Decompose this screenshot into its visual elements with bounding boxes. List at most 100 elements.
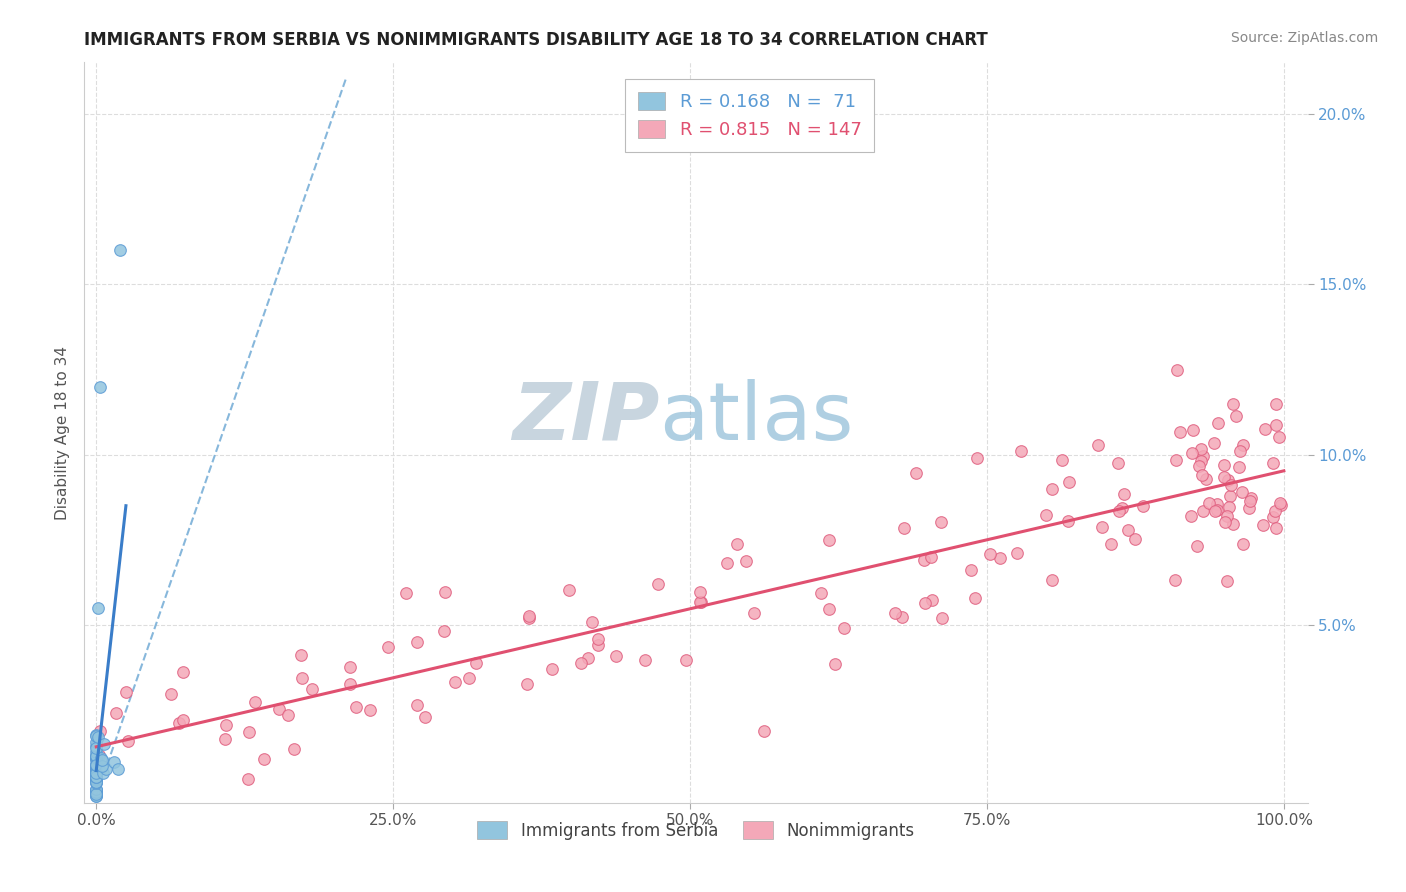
Text: ZIP: ZIP — [512, 379, 659, 457]
Text: atlas: atlas — [659, 379, 853, 457]
Point — [1225, 409, 1247, 424]
Point — [1192, 449, 1215, 463]
Point — [291, 671, 314, 685]
Point — [90, 753, 112, 767]
Point — [921, 593, 943, 607]
Point — [1270, 498, 1292, 512]
Point — [1091, 520, 1114, 534]
Point — [1181, 446, 1204, 460]
Point — [517, 608, 540, 623]
Point — [84, 789, 107, 803]
Point — [893, 521, 915, 535]
Point — [443, 675, 465, 690]
Point — [87, 730, 110, 744]
Point — [634, 652, 657, 666]
Point — [277, 708, 299, 723]
Point — [1264, 503, 1286, 517]
Point — [84, 775, 107, 789]
Point — [84, 782, 107, 797]
Point — [84, 770, 107, 784]
Point — [1123, 532, 1146, 546]
Point — [84, 771, 107, 785]
Point — [433, 624, 456, 639]
Point — [84, 786, 107, 800]
Point — [1268, 430, 1291, 444]
Point — [735, 554, 758, 568]
Point — [1166, 362, 1188, 376]
Point — [1204, 504, 1226, 518]
Point — [1264, 417, 1286, 432]
Point — [84, 769, 107, 783]
Point — [1042, 482, 1064, 496]
Point — [84, 748, 107, 763]
Point — [236, 772, 259, 786]
Point — [1215, 574, 1237, 588]
Point — [979, 547, 1001, 561]
Point — [754, 723, 776, 738]
Point — [84, 785, 107, 799]
Point — [84, 786, 107, 800]
Point — [84, 767, 107, 781]
Point — [1035, 508, 1057, 523]
Point — [84, 782, 107, 797]
Point — [1240, 491, 1263, 505]
Point — [817, 533, 839, 547]
Point — [541, 662, 564, 676]
Point — [1189, 454, 1212, 468]
Point — [1108, 504, 1130, 518]
Point — [84, 748, 107, 763]
Point — [1005, 546, 1028, 560]
Point — [690, 595, 713, 609]
Point — [1168, 425, 1191, 439]
Point — [344, 700, 367, 714]
Point — [84, 728, 107, 742]
Point — [172, 665, 194, 679]
Point — [931, 610, 953, 624]
Point — [1164, 573, 1187, 587]
Point — [1232, 536, 1254, 550]
Point — [891, 610, 914, 624]
Point — [84, 740, 107, 755]
Point — [238, 725, 260, 739]
Point — [689, 595, 711, 609]
Point — [84, 751, 107, 765]
Point — [1099, 537, 1122, 551]
Point — [87, 601, 110, 615]
Point — [716, 556, 738, 570]
Point — [84, 765, 107, 780]
Point — [1232, 438, 1254, 452]
Point — [914, 595, 936, 609]
Point — [464, 656, 486, 670]
Point — [114, 685, 136, 699]
Point — [269, 702, 291, 716]
Point — [1040, 573, 1063, 587]
Point — [84, 772, 107, 786]
Y-axis label: Disability Age 18 to 34: Disability Age 18 to 34 — [55, 345, 70, 520]
Point — [1057, 475, 1080, 489]
Point — [569, 656, 592, 670]
Point — [84, 782, 107, 797]
Point — [84, 786, 107, 800]
Point — [1239, 494, 1261, 508]
Point — [339, 660, 361, 674]
Point — [1218, 500, 1240, 514]
Point — [1251, 517, 1274, 532]
Point — [1192, 504, 1215, 518]
Point — [84, 751, 107, 765]
Point — [1164, 452, 1187, 467]
Point — [1185, 539, 1208, 553]
Point — [1213, 458, 1236, 473]
Point — [1112, 487, 1135, 501]
Point — [1189, 442, 1212, 456]
Point — [84, 787, 107, 801]
Point — [84, 789, 107, 803]
Point — [214, 732, 236, 747]
Point — [1263, 509, 1285, 524]
Point — [1050, 453, 1073, 467]
Point — [1216, 509, 1239, 524]
Point — [84, 788, 107, 802]
Point — [1204, 436, 1226, 450]
Point — [1188, 458, 1211, 473]
Point — [104, 706, 127, 720]
Point — [84, 764, 107, 778]
